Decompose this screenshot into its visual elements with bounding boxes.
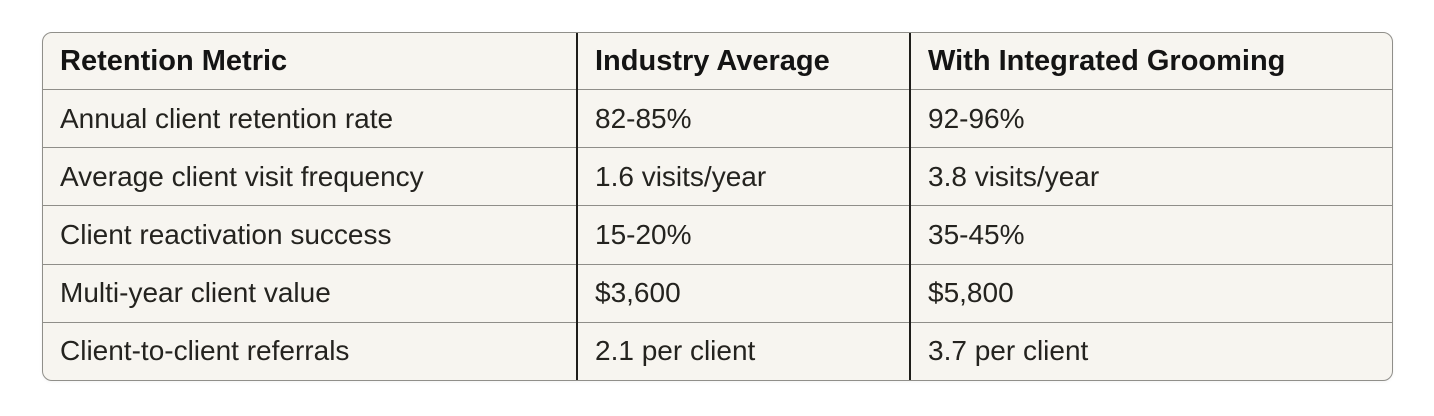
table-cell: Client-to-client referrals xyxy=(60,335,350,367)
table-cell: 15-20% xyxy=(576,205,910,265)
table-cell: 2.1 per client xyxy=(576,322,910,380)
retention-table: Retention Metric Industry Average With Int… xyxy=(43,33,1392,380)
table-row: Client reactivation success 15-20% 35-45% xyxy=(43,205,1392,265)
table-row: Annual client retention rate 82-85% 92-96% xyxy=(43,89,1392,149)
table-body: Annual client retention rate 82-85% 92-96%… xyxy=(43,89,1392,380)
header-row: Retention Metric Industry Average With Int… xyxy=(43,33,1392,90)
table-cell: 3.7 per client xyxy=(909,322,1392,380)
table-cell: Average client visit frequency xyxy=(43,147,577,207)
table-row: Client-to-client referrals 2.1 per client… xyxy=(43,322,1392,380)
table-row: Average client visit frequency 1.6 visits… xyxy=(43,147,1392,207)
column-header-2: With Integrated Grooming xyxy=(909,33,1392,90)
table-cell: 82-85% xyxy=(576,89,910,149)
table-cell: Annual client retention rate xyxy=(43,89,577,149)
table-cell: $5,800 xyxy=(909,264,1392,323)
table-cell: 92-96% xyxy=(909,89,1392,149)
column-header-1: Industry Average xyxy=(576,33,910,90)
table-cell: 3.8 visits/year xyxy=(909,147,1392,207)
table-row: Multi-year client value $3,600 $5,800 xyxy=(43,264,1392,323)
table-cell: Multi-year client value xyxy=(43,264,577,323)
table-cell: 1.6 visits/year xyxy=(576,147,910,207)
table-cell: $3,600 xyxy=(576,264,910,323)
table-cell: Client reactivation success xyxy=(43,205,577,265)
table-cell: 35-45% xyxy=(909,205,1392,265)
column-header-0: Retention Metric xyxy=(43,33,577,90)
retention-table-card: Retention Metric Industry Average With Int… xyxy=(42,32,1393,381)
